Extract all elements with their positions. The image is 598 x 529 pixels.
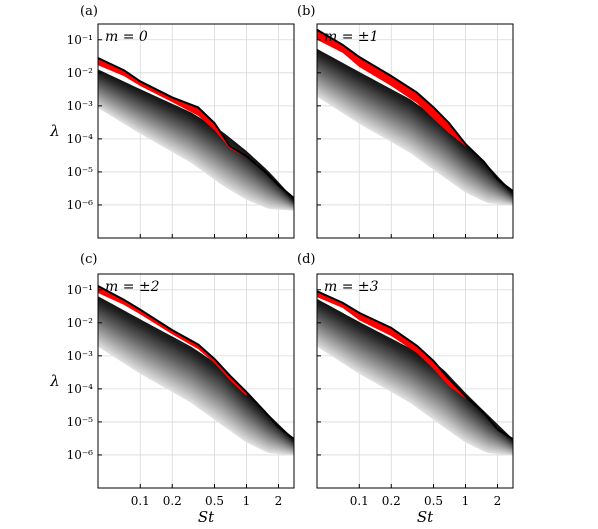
x-tick-label: 1: [243, 494, 251, 508]
axes-frame: [316, 273, 514, 489]
y-tick-label: 10⁻⁴: [67, 382, 94, 396]
mode-label: m = ±2: [105, 279, 160, 295]
gap-band: [317, 291, 466, 399]
panel-tag: (c): [80, 252, 97, 267]
mode-label: m = ±3: [324, 279, 379, 295]
suboptimal-mode-curve: [98, 297, 294, 442]
leading-mode-curve: [317, 28, 513, 193]
suboptimal-mode-curve: [317, 58, 513, 197]
axes-frame: [316, 23, 514, 239]
y-tick-label: 10⁻⁵: [67, 415, 94, 429]
suboptimal-mode-curve: [317, 50, 513, 195]
panel-a: 10⁻⁶ 10⁻⁵ 10⁻⁴ 10⁻³ 10⁻² 10⁻¹ (a) m = 0 λ: [49, 4, 295, 239]
y-axis-label: λ: [49, 372, 60, 390]
plot-area: [317, 28, 513, 206]
suboptimal-mode-curve: [98, 70, 294, 201]
y-tick-label: 10⁻¹: [67, 33, 93, 47]
x-tick-label: 1: [462, 494, 470, 508]
y-tick-label: 10⁻²: [67, 316, 94, 330]
x-tick-label: 0.1: [131, 494, 150, 508]
suboptimal-mode-curve: [98, 69, 294, 201]
leading-mode-curve: [98, 285, 294, 440]
x-tick-label: 0.2: [163, 494, 182, 508]
panel-tag: (d): [297, 252, 315, 267]
suboptimal-mode-curve: [98, 78, 294, 203]
plot-area: [98, 57, 294, 211]
suboptimal-mode-curve: [317, 308, 513, 444]
x-tick-label: 2: [494, 494, 502, 508]
y-tick-label: 10⁻²: [67, 66, 94, 80]
suboptimal-mode-curve: [317, 298, 513, 441]
x-axis-label: St: [198, 508, 215, 526]
y-axis-label: λ: [49, 122, 60, 140]
mode-label: m = 0: [105, 29, 148, 45]
x-tick-label: 0.2: [382, 494, 401, 508]
axes-frame: [97, 23, 295, 239]
panel-b: (b) m = ±1: [297, 4, 514, 239]
y-tick-label: 10⁻⁶: [67, 198, 94, 212]
suboptimal-mode-curve: [317, 48, 513, 195]
suboptimal-mode-curve: [98, 306, 294, 444]
x-axis-label: St: [417, 508, 434, 526]
y-tick-label: 10⁻³: [67, 349, 94, 363]
y-tick-label: 10⁻¹: [67, 283, 93, 297]
gap-band: [98, 58, 247, 158]
plot-area: [98, 285, 294, 456]
y-tick-label: 10⁻⁶: [67, 448, 94, 462]
y-tick-label: 10⁻⁴: [67, 132, 94, 146]
x-tick-label: 0.5: [205, 494, 224, 508]
panel-tag: (b): [297, 4, 315, 19]
plot-area: [317, 290, 513, 456]
x-tick-label: 0.5: [424, 494, 443, 508]
panel-tag: (a): [80, 4, 98, 19]
y-tick-label: 10⁻⁵: [67, 165, 94, 179]
leading-mode-curve: [317, 290, 513, 441]
x-tick-label: 2: [275, 494, 283, 508]
gap-band: [98, 286, 247, 397]
gap-band: [317, 29, 466, 147]
mode-label: m = ±1: [324, 29, 379, 45]
x-tick-label: 0.1: [350, 494, 369, 508]
axes-frame: [97, 273, 295, 489]
leading-mode-curve: [98, 57, 294, 199]
panel-c: 0.1 0.2 0.5 1 2 10⁻⁶ 10⁻⁵ 10⁻⁴ 10⁻³ 10⁻² 10⁻¹ (c) m …: [49, 252, 295, 526]
panel-d: 0.1 0.2 0.5 1 2 (d) m = ±3 St: [297, 252, 514, 526]
y-tick-label: 10⁻³: [67, 99, 94, 113]
